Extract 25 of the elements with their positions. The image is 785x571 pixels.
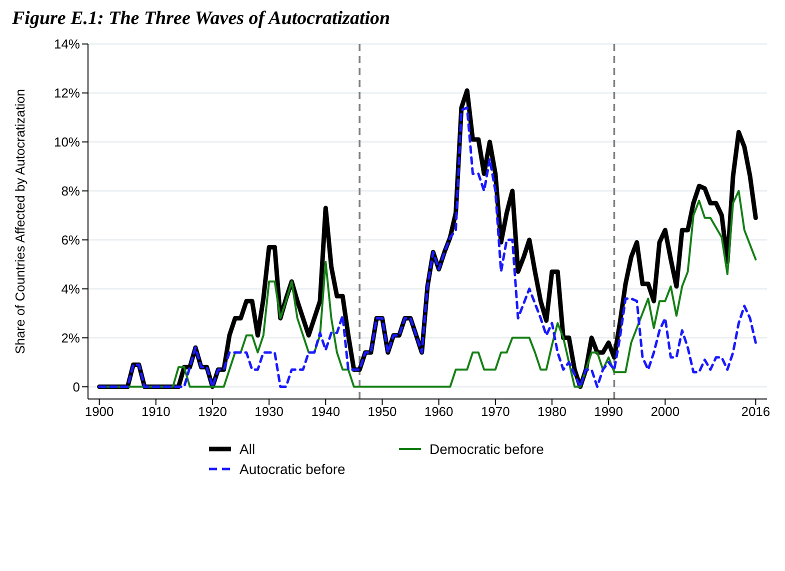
legend-label: Democratic before xyxy=(430,441,544,457)
y-tick-label: 0 xyxy=(72,379,80,394)
chart-title: Figure E.1: The Three Waves of Autocratization xyxy=(12,8,392,31)
x-tick-label: 1900 xyxy=(84,404,114,420)
x-tick-label: 1920 xyxy=(198,404,227,420)
y-tick-label: 6% xyxy=(61,232,80,248)
x-tick-label: 1950 xyxy=(368,404,397,420)
legend-label: Autocratic before xyxy=(240,461,346,477)
x-tick-label: 2016 xyxy=(741,404,770,420)
legend-label: All xyxy=(240,441,256,457)
y-tick-label: 12% xyxy=(54,86,80,101)
y-tick-label: 8% xyxy=(61,184,80,199)
x-tick-label: 1990 xyxy=(594,404,624,420)
y-tick-label: 2% xyxy=(61,330,80,346)
y-tick-label: 10% xyxy=(54,134,80,150)
x-tick-label: 1970 xyxy=(480,404,510,420)
x-tick-label: 2000 xyxy=(650,404,680,420)
y-axis-title: Share of Countries Affected by Autocratization xyxy=(12,89,28,354)
x-tick-label: 1910 xyxy=(141,404,170,420)
x-tick-label: 1960 xyxy=(424,404,454,420)
x-tick-label: 1930 xyxy=(254,404,284,420)
y-tick-label: 14% xyxy=(54,36,80,52)
x-tick-label: 1940 xyxy=(311,404,340,420)
x-tick-label: 1980 xyxy=(538,404,566,420)
y-tick-label: 4% xyxy=(61,281,80,296)
